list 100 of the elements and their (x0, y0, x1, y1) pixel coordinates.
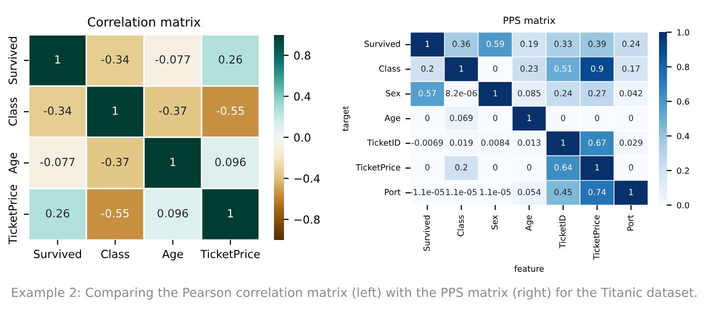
y-tick-label: Survived (364, 40, 400, 47)
data-label: 0 (594, 114, 600, 122)
data-label: 1 (112, 106, 118, 115)
data-label: 0.029 (620, 139, 642, 146)
data-label: 0.085 (518, 90, 540, 96)
color-bar-label: 0.2 (676, 168, 689, 174)
data-label: 0.24 (622, 40, 640, 47)
chart-title: PPS matrix (504, 16, 556, 24)
x-tick-label: Class (101, 250, 130, 258)
y-tick-label: TicketID (367, 139, 400, 146)
data-label: 0 (425, 164, 430, 170)
x-tick-label: Survived (34, 250, 81, 258)
data-label: 1 (629, 188, 633, 196)
data-label: 0 (425, 114, 430, 122)
data-label: 0.27 (588, 90, 606, 96)
data-label: 1 (527, 114, 532, 121)
data-label: 0.57 (418, 90, 436, 96)
data-label: 0.36 (452, 40, 470, 47)
data-label: 1 (595, 164, 599, 170)
data-label: 1 (561, 140, 566, 146)
data-label: 0.054 (518, 188, 541, 196)
y-tick-label: Class (8, 98, 17, 126)
data-label: 0.24 (554, 90, 572, 96)
data-label: -1.1e-05 (410, 188, 444, 196)
data-label: 0.26 (46, 209, 70, 218)
data-label: 0.096 (158, 209, 188, 218)
data-label: 0.51 (554, 65, 572, 72)
data-label: 1.1e-05 (480, 188, 511, 196)
y-tick-label: Survived (8, 37, 17, 84)
data-label: 0 (527, 164, 532, 170)
y-tick-label: Age (8, 152, 20, 174)
data-label: 0.096 (215, 158, 246, 166)
data-label: 1 (228, 209, 233, 218)
data-label: 0.74 (588, 188, 606, 196)
x-tick-label: TicketPrice (593, 215, 600, 260)
data-label: 0.26 (218, 55, 242, 64)
data-label: 0 (493, 65, 498, 72)
color-bar-label: 1.0 (677, 29, 690, 36)
data-label: -0.55 (101, 209, 129, 218)
y-tick-label: Age (384, 114, 400, 123)
data-label: -0.34 (101, 55, 129, 64)
color-bar-label: 0.0 (676, 202, 690, 208)
data-label: -0.34 (44, 106, 72, 115)
y-tick-label: Class (379, 65, 400, 72)
data-label: -0.077 (155, 55, 190, 64)
color-bar-label: −0.8 (294, 215, 320, 224)
data-label: 0.019 (450, 139, 473, 146)
color-bar-label: 0.6 (676, 98, 690, 105)
data-label: 1 (170, 158, 176, 166)
data-label: 0.069 (450, 114, 473, 122)
x-tick-label: TicketID (559, 215, 566, 248)
data-label: 1.1e-05 (446, 188, 477, 196)
x-tick-label: TicketPrice (200, 250, 260, 258)
data-label: 0.33 (554, 40, 572, 47)
data-label: 0.2 (455, 164, 468, 170)
data-label: 0.17 (622, 65, 640, 72)
data-label: -0.077 (40, 158, 75, 166)
data-label: 0.39 (588, 40, 606, 47)
x-tick-label: Age (162, 250, 183, 260)
x-tick-label: Port (627, 215, 634, 231)
y-tick-label: Port (384, 188, 400, 196)
data-label: 0.67 (588, 139, 606, 146)
data-label: 1 (426, 40, 430, 47)
data-label: -0.37 (101, 158, 129, 166)
data-label: 0.042 (620, 90, 642, 96)
data-label: 0.013 (518, 139, 540, 146)
data-label: 1 (494, 90, 498, 96)
data-label: 0 (493, 114, 498, 122)
data-label: 8.2e-06 (446, 90, 477, 96)
data-label: 0 (628, 114, 634, 122)
chart-title: Correlation matrix (88, 16, 200, 27)
data-label: 1 (460, 65, 464, 72)
x-tick-label: Survived (423, 216, 430, 251)
data-label: 0 (561, 114, 566, 122)
data-label: 0.0084 (481, 139, 510, 146)
data-label: 0.45 (554, 188, 572, 196)
color-bar-label: 0.4 (676, 132, 690, 140)
color-bar-label: 0.0 (294, 133, 310, 142)
color-bar-label: 0.8 (294, 51, 310, 60)
data-label: -0.0069 (412, 139, 443, 146)
color-bar-label: 0.4 (294, 92, 310, 101)
data-label: -0.37 (158, 106, 186, 115)
y-tick-label: Sex (386, 90, 400, 96)
data-label: 0.9 (591, 65, 604, 72)
data-label: 1 (55, 55, 60, 64)
y-tick-label: TicketPrice (356, 164, 400, 170)
x-tick-label: Sex (491, 215, 498, 230)
color-bar-label: 0.8 (676, 64, 690, 70)
data-label: 0 (493, 164, 498, 170)
x-tick-label: Age (525, 215, 534, 231)
y-axis-title: target (342, 106, 350, 132)
x-tick-label: Class (457, 215, 464, 236)
data-label: 0.59 (486, 40, 504, 47)
data-label: 0.23 (520, 65, 538, 72)
x-axis-title: feature (514, 265, 544, 272)
data-label: -0.55 (216, 106, 244, 115)
data-label: 0.19 (520, 40, 538, 47)
text: Example 2: Comparing the Pearson correlation matrix (left) with the PPS matrix (right) for the Titanic dataset. (12, 287, 696, 300)
data-label: 0.64 (554, 164, 572, 170)
data-label: 0.2 (421, 65, 434, 72)
